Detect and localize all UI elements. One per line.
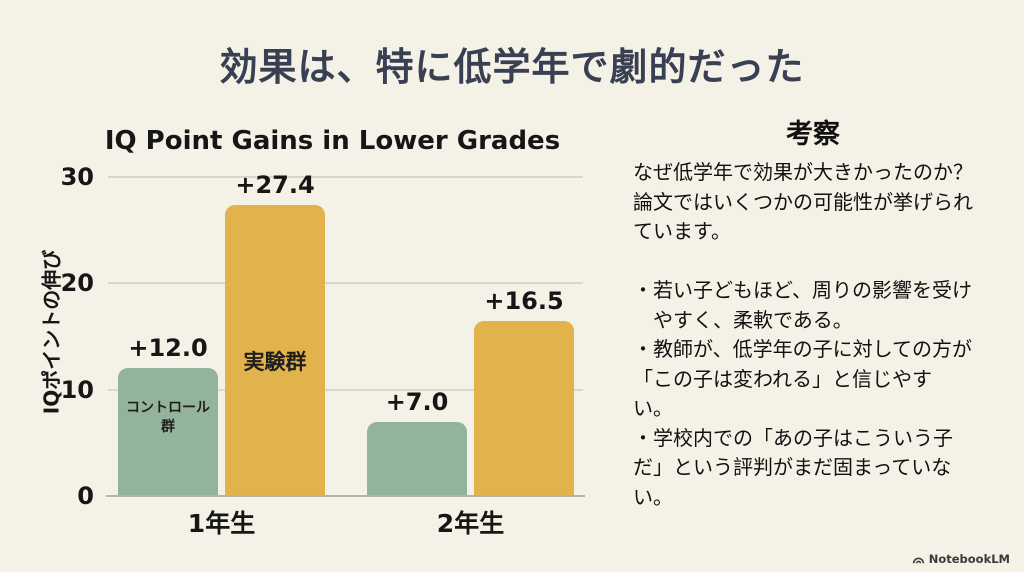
- bar-実験群-2年生: [474, 320, 574, 496]
- bar-value-label: +7.0: [385, 387, 449, 416]
- x-tick-label-2年生: 2年生: [436, 509, 505, 538]
- chart-title: IQ Point Gains in Lower Grades: [104, 126, 561, 156]
- bar-value-label: +16.5: [484, 286, 564, 315]
- discussion-body: なぜ低学年で効果が大きかったのか？ 論文ではいくつかの可能性が挙げられ ています…: [633, 160, 973, 509]
- brand-text: NotebookLM: [928, 552, 1010, 566]
- bar-inner-label-実験群: 実験群: [243, 350, 307, 375]
- discussion-heading: 考察: [786, 119, 840, 150]
- gridline-20: [108, 282, 583, 285]
- bar-inner-label-コントロール群: コントロール 群: [126, 400, 210, 436]
- bar-実験群-1年生: 実験群: [225, 204, 325, 496]
- x-axis-baseline: [106, 495, 585, 497]
- bar-コントロール群-1年生: コントロール 群: [118, 368, 218, 496]
- y-tick-label-30: 30: [60, 163, 94, 191]
- y-tick-label-20: 20: [60, 269, 94, 298]
- bar-value-label: +27.4: [235, 170, 315, 199]
- bar-コントロール群-2年生: [367, 421, 467, 496]
- y-tick-label-0: 0: [77, 482, 94, 510]
- gridline-30: [108, 176, 583, 178]
- notebooklm-logo-icon: [912, 553, 925, 566]
- plot-area: 0 10 20 30 コントロール 群 +12.0 実験群 +27.4 1年生 +7.0 +16.5…: [61, 164, 585, 538]
- x-tick-label-1年生: 1年生: [187, 509, 256, 538]
- y-tick-label-10: 10: [60, 375, 94, 404]
- bar-value-label: +12.0: [128, 334, 208, 363]
- iq-gains-chart: IQ Point Gains in Lower Grades IQポイントの伸び…: [40, 120, 600, 560]
- slide-title: 効果は、特に低学年で劇的だった: [219, 45, 805, 89]
- footer-brand: NotebookLM: [912, 552, 1010, 566]
- gridline-10: [108, 388, 583, 391]
